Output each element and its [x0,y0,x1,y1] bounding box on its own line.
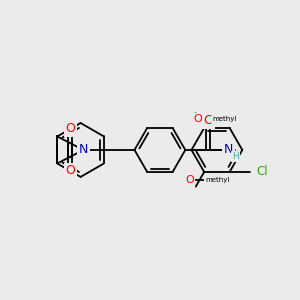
Text: O: O [193,114,202,124]
Text: Cl: Cl [256,166,268,178]
Text: N: N [224,143,233,157]
Text: H: H [232,152,239,161]
Text: methyl: methyl [205,178,230,184]
Text: methyl: methyl [212,116,236,122]
Text: O: O [203,114,213,127]
Text: O: O [65,122,75,136]
Text: N: N [79,143,88,157]
Text: O: O [65,164,75,177]
Text: O: O [185,176,194,185]
